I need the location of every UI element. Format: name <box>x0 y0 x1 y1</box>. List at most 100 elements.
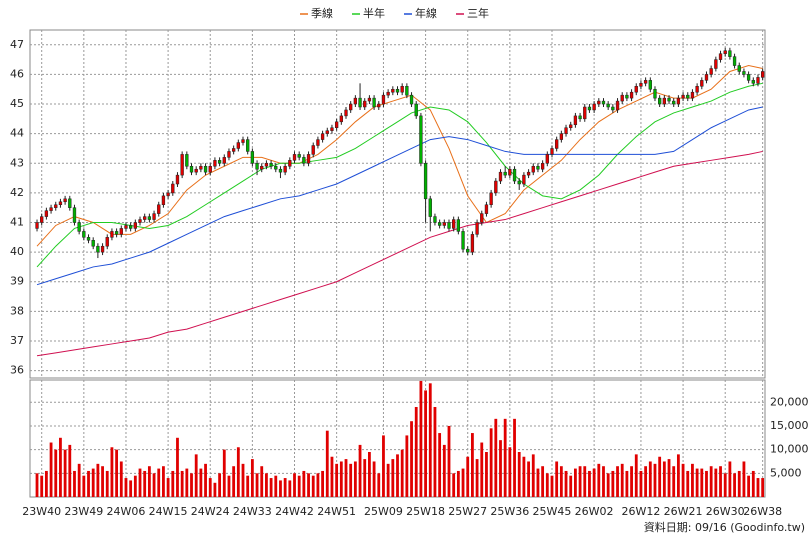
candle-body <box>456 219 461 232</box>
x-tick-label: 24W42 <box>275 505 314 518</box>
volume-bar <box>452 473 456 497</box>
x-tick-label: 26W30 <box>706 505 745 518</box>
volume-bar <box>719 466 722 497</box>
volume-bar <box>246 475 250 497</box>
candle-body <box>166 192 170 197</box>
y-tick-label: 36 <box>10 364 24 377</box>
volume-bar <box>204 463 207 497</box>
candle-body <box>433 216 437 223</box>
volume-bar <box>728 461 732 497</box>
volume-bar <box>536 468 540 497</box>
candle-body <box>540 163 545 170</box>
volume-bar <box>499 440 502 497</box>
volume-bar <box>709 466 713 497</box>
y-tick-label: 43 <box>10 156 24 169</box>
volume-bar <box>662 461 666 497</box>
candle-body <box>437 222 442 226</box>
candle-body <box>44 210 49 217</box>
y-tick-label: 47 <box>10 38 24 51</box>
volume-bar <box>321 470 324 497</box>
y-tick-label: 38 <box>10 304 24 317</box>
candle-body <box>91 240 95 247</box>
candle-body <box>470 234 475 253</box>
volume-bar <box>265 473 268 497</box>
candle-body <box>377 103 381 108</box>
volume-bar <box>185 468 189 497</box>
x-tick-label: 24W51 <box>317 505 356 518</box>
volume-bar <box>466 456 470 497</box>
candle-body <box>133 222 137 229</box>
candle-body <box>522 174 526 185</box>
volume-bar <box>372 461 376 497</box>
volume-bar <box>485 452 488 497</box>
candle-body <box>466 248 470 253</box>
volume-bar <box>82 475 86 497</box>
candle-body <box>494 180 498 194</box>
volume-tick-label: 20,000 <box>770 395 808 408</box>
candle-body <box>409 94 414 105</box>
candle-body <box>400 86 404 93</box>
volume-bar <box>751 470 755 497</box>
candle-body <box>54 204 58 208</box>
candle-body <box>667 97 671 102</box>
legend-label: 三年 <box>467 6 489 20</box>
volume-bar <box>588 470 591 497</box>
x-tick-label: 24W33 <box>233 505 272 518</box>
x-tick-label: 26W38 <box>743 505 782 518</box>
volume-bar <box>44 470 48 497</box>
candle-body <box>728 50 732 57</box>
candle-body <box>695 86 699 93</box>
candle-body <box>358 97 362 108</box>
candle-body <box>203 165 208 173</box>
candle-body <box>189 165 194 173</box>
volume-bar <box>513 418 516 497</box>
candle-body <box>372 97 376 108</box>
volume-bar <box>522 456 526 497</box>
candle-body <box>447 222 451 229</box>
candle-body <box>260 165 264 170</box>
volume-bar <box>232 466 236 497</box>
candle-body <box>559 133 564 140</box>
volume-bar <box>73 470 76 497</box>
candle-body <box>629 91 634 99</box>
volume-bar <box>54 449 58 497</box>
volume-bar <box>597 463 601 497</box>
candle-body <box>718 53 723 60</box>
candle-body <box>620 94 624 102</box>
volume-bar <box>180 470 184 497</box>
volume-bar <box>218 473 222 497</box>
volume-bar <box>129 480 133 497</box>
candle-body <box>147 216 152 220</box>
candle-body <box>250 151 255 164</box>
volume-bar <box>625 470 629 497</box>
volume-tick-label: 10,000 <box>770 443 808 456</box>
candle-body <box>686 94 690 99</box>
volume-bar <box>316 473 320 497</box>
candle-body <box>349 103 353 111</box>
ma-line <box>36 82 763 268</box>
volume-bar <box>405 435 409 497</box>
volume-bar <box>667 459 671 497</box>
volume-bar <box>260 466 264 497</box>
x-tick-label: 26W02 <box>575 505 614 518</box>
candle-body <box>419 115 423 164</box>
y-tick-label: 42 <box>10 186 24 199</box>
candle-body <box>672 100 676 105</box>
volume-bar <box>386 463 390 497</box>
volume-bar <box>279 480 282 497</box>
candle-body <box>77 222 81 232</box>
candle-body <box>213 160 217 167</box>
volume-bar <box>377 473 381 497</box>
candle-body <box>306 154 311 164</box>
candle-body <box>648 80 652 90</box>
candle-body <box>526 171 531 176</box>
candle-body <box>367 97 372 102</box>
volume-bar <box>541 466 545 497</box>
candle-body <box>587 106 592 111</box>
volume-bar <box>494 418 498 497</box>
volume-bar <box>255 473 259 497</box>
candle-body <box>96 245 100 253</box>
candle-body <box>236 142 240 149</box>
candle-body <box>82 231 86 238</box>
volume-bar <box>489 428 493 497</box>
